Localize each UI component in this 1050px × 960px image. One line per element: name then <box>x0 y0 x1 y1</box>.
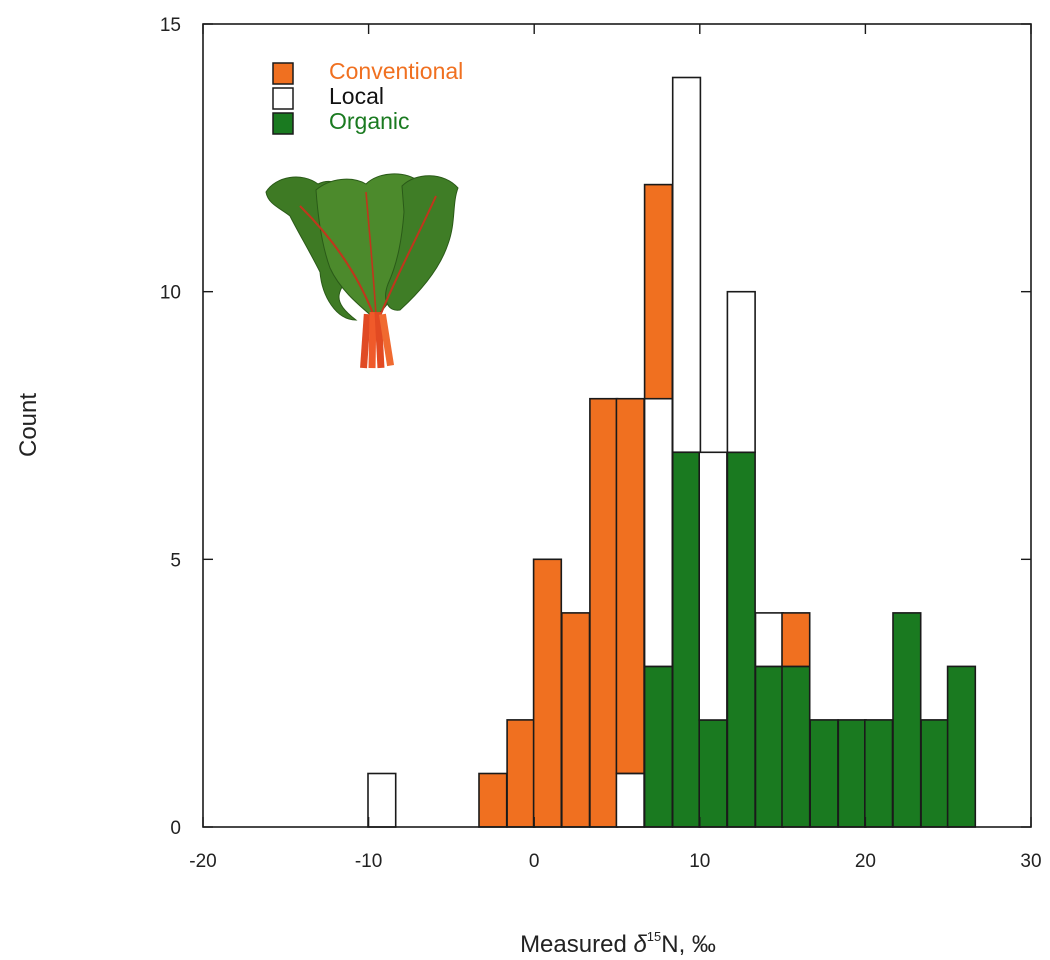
bar-local-0 <box>367 772 397 828</box>
bar-organic-12 <box>781 665 811 828</box>
bar-organic-14 <box>837 719 867 828</box>
bar-local-6 <box>615 772 645 828</box>
bar-conventional-4 <box>560 612 591 828</box>
x-axis-title-delta: δ <box>633 931 647 958</box>
x-tick-label: 10 <box>689 851 710 872</box>
chard-stems <box>360 311 395 369</box>
x-tick-label: 30 <box>1020 851 1041 872</box>
bar-conventional-7 <box>643 183 674 400</box>
legend-label-conventional: Conventional <box>329 58 463 84</box>
y-tick-label: 0 <box>170 818 181 839</box>
bar-organic-11 <box>754 665 785 828</box>
bar-local-11 <box>754 612 785 668</box>
bars-layer <box>367 76 977 828</box>
plot-frame <box>202 23 1032 828</box>
chard-leaf-vein-c <box>365 191 377 317</box>
bar-organic-15 <box>863 719 894 828</box>
bar-local-9 <box>698 451 728 721</box>
legend: Conventional Local Organic <box>272 58 463 135</box>
x-axis-title-suffix: N, ‰ <box>661 931 716 958</box>
bar-local-8 <box>671 76 702 454</box>
chard-illustration <box>265 173 459 369</box>
legend-swatch-local <box>272 87 294 110</box>
legend-swatch-conventional <box>272 62 294 85</box>
y-axis-title: Count <box>15 393 42 457</box>
bar-conventional-1 <box>478 772 508 828</box>
x-tick-label: -10 <box>355 851 382 872</box>
bar-organic-8 <box>671 451 702 828</box>
bar-organic-18 <box>946 665 977 828</box>
x-tick-label: 20 <box>855 851 876 872</box>
y-tick-label: 15 <box>160 15 181 36</box>
y-tick-label: 10 <box>160 283 181 304</box>
bar-organic-10 <box>726 451 756 828</box>
chard-leaf-right <box>385 175 459 311</box>
axes-layer: -20 -10 0 10 20 30 0 5 10 15 <box>160 15 1042 872</box>
x-axis-title-prefix: Measured <box>520 931 633 958</box>
chard-leaf-vein-b <box>379 195 437 317</box>
x-axis-title-superscript: 15 <box>647 929 661 944</box>
bar-organic-16 <box>892 612 922 828</box>
bar-organic-7 <box>643 665 674 828</box>
chard-leaf-vein-a <box>299 205 375 317</box>
x-tick-label: -20 <box>189 851 216 872</box>
bar-organic-13 <box>809 719 839 828</box>
x-tick-label: 0 <box>529 851 540 872</box>
bar-conventional-6 <box>615 397 645 775</box>
bar-organic-17 <box>920 719 950 828</box>
legend-swatch-organic <box>272 112 294 135</box>
bar-conventional-5 <box>589 397 619 828</box>
y-tick-label: 5 <box>170 550 181 571</box>
legend-label-local: Local <box>329 83 384 109</box>
bar-conventional-3 <box>532 558 563 828</box>
bar-local-7 <box>643 397 674 668</box>
x-axis-title: Measured δ15N, ‰ <box>520 929 716 958</box>
legend-label-organic: Organic <box>329 108 410 134</box>
bar-local-10 <box>726 290 756 454</box>
bar-conventional-2 <box>506 719 536 828</box>
bar-conventional-12 <box>781 612 811 668</box>
bar-organic-9 <box>698 719 728 828</box>
